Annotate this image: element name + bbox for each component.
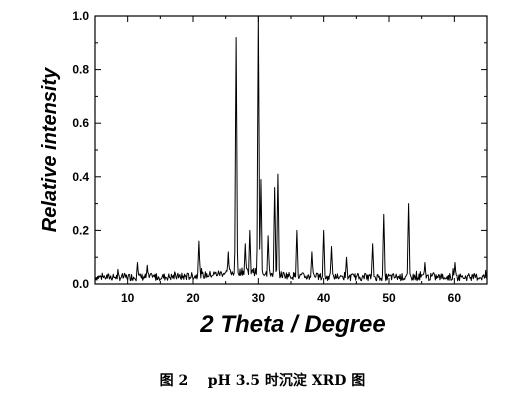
x-tick-label: 60 [448,291,462,305]
y-tick-label: 0.8 [72,63,89,77]
x-tick-label: 30 [252,291,266,305]
x-tick-label: 10 [121,291,135,305]
x-axis-ticks [94,16,488,284]
x-tick-label: 50 [382,291,396,305]
xrd-chart: 10 20 30 40 50 60 0.0 0.2 0.4 0.6 0.8 1.0 2 Theta … [39,9,488,338]
y-tick-label: 1.0 [72,9,89,23]
y-axis-ticks [95,15,487,285]
y-tick-label: 0.0 [72,277,89,291]
xrd-pattern-line [94,15,488,282]
y-axis-tick-labels: 0.0 0.2 0.4 0.6 0.8 1.0 [72,9,89,291]
figure-caption-text: pH 3.5 时沉淀 XRD 图 [207,373,366,389]
y-tick-label: 0.2 [72,223,89,237]
x-axis-tick-labels: 10 20 30 40 50 60 [121,291,461,305]
x-tick-label: 40 [317,291,331,305]
x-tick-label: 20 [186,291,200,305]
plot-frame [94,15,488,285]
figure-caption: 图 2 pH 3.5 时沉淀 XRD 图 [0,370,525,390]
y-tick-label: 0.4 [72,170,89,184]
x-axis-title: 2 Theta / Degree [199,311,385,338]
figure-number: 图 2 [159,373,189,389]
y-axis-title: Relative intensity [39,67,61,232]
y-tick-label: 0.6 [72,116,89,130]
plot-area-border [94,15,488,285]
